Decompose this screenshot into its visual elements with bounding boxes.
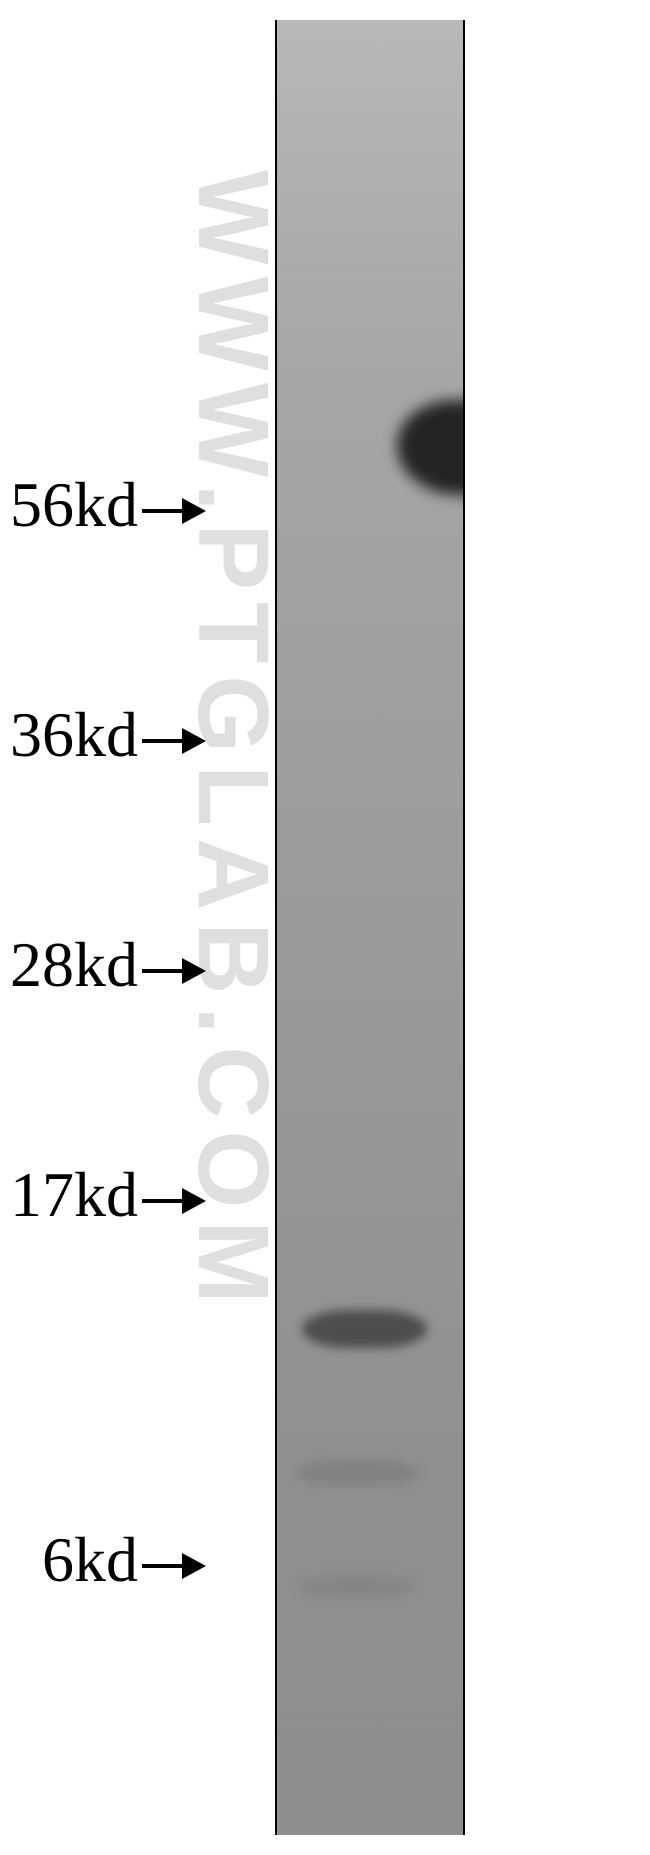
marker-label: 17kd bbox=[10, 1158, 206, 1232]
blot-lane bbox=[277, 20, 463, 1835]
blot-band bbox=[302, 1310, 427, 1348]
marker-text: 56kd bbox=[10, 468, 138, 542]
blot-band bbox=[397, 400, 463, 495]
marker-label: 6kd bbox=[42, 1523, 206, 1597]
arrow-icon bbox=[142, 1523, 206, 1597]
arrow-icon bbox=[142, 698, 206, 772]
blot-band bbox=[297, 1575, 417, 1597]
arrow-icon bbox=[142, 928, 206, 1002]
marker-label: 28kd bbox=[10, 928, 206, 1002]
arrow-icon bbox=[142, 1158, 206, 1232]
blot-lane-container bbox=[275, 20, 465, 1835]
marker-text: 17kd bbox=[10, 1158, 138, 1232]
marker-label: 56kd bbox=[10, 468, 206, 542]
marker-text: 28kd bbox=[10, 928, 138, 1002]
marker-label: 36kd bbox=[10, 698, 206, 772]
marker-text: 6kd bbox=[42, 1523, 138, 1597]
marker-text: 36kd bbox=[10, 698, 138, 772]
blot-band bbox=[295, 1460, 420, 1486]
arrow-icon bbox=[142, 468, 206, 542]
